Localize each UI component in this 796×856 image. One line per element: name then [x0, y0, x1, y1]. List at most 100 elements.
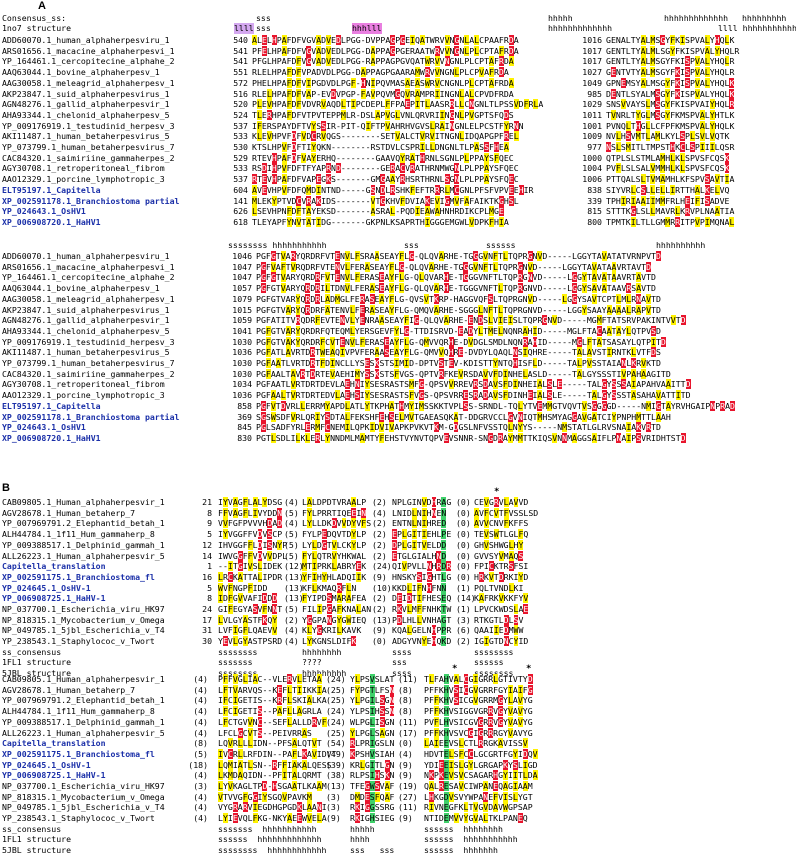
residue-number: 830	[237, 432, 252, 443]
secondary-structure-row: Consensus_ss: sss hhhhh hhhhhhhhhhhhh hhhhhh…	[0, 13, 796, 24]
sequence-name: YP_006908725.1_HaHV-1	[2, 770, 106, 781]
sequence-segment: TVNRLTYGLMSGYFKMSPVALYHTLK	[606, 109, 735, 120]
sequence-name: NP_049785.1_5jbl_Escherichia_v_T4	[2, 802, 165, 813]
gap-length: (24)	[372, 561, 392, 572]
sequence-name: ARS01656.1_macacine_alphaherpesvi_1	[2, 45, 175, 56]
alignment-row: CAC84320.1_saimiriine_gammaherpes_2 529 RT…	[0, 152, 796, 164]
alignment-row: NP_049785.1_5jbl_Escherichia_v_T4 (4) VYGR…	[0, 802, 796, 813]
sequence-name: XP_006908720.1_HaHV1	[2, 216, 101, 227]
sequence-segment: LYIEVQLFKG-NKYAEEWVELA	[218, 813, 327, 824]
gap-length: (11)	[398, 674, 418, 684]
residue-number: 1059	[232, 315, 252, 326]
residue-number: (4)	[193, 695, 208, 706]
sequence-segment: PFFKHVSIGGVGRRVGYVAVYG	[424, 706, 533, 717]
gap-length: (24)	[326, 706, 346, 717]
sequence-segment: VVFGFPVVVHDAD	[218, 518, 283, 529]
ss-annotation: ssssss hhhhhhhhhhhhh	[218, 834, 322, 845]
sequence-segment: PGFATITVRQDRFEVTENVLYENRAASEAYFIG-QLQVAR…	[256, 315, 686, 326]
gap-length: (25)	[326, 695, 346, 706]
sequence-segment: PGFGTVARYQRDRFATENVLFERASEAYFLG-QMQVARHE…	[256, 304, 661, 315]
sequence-segment: TLFAHVALCGIGRRLGTIVTYD	[424, 674, 533, 684]
panel-b-label: B	[2, 482, 10, 494]
gap-length: (3)	[456, 614, 471, 625]
sequence-name: AAQ63044.1_bovine_alphaherpesv_1	[2, 67, 160, 78]
residue-number: 516	[233, 88, 248, 99]
gap-length: (9)	[398, 813, 413, 824]
sequence-name: AGY30708.1_retroperitoneal_fibrom	[2, 379, 165, 390]
sequence-name: CAC84320.1_saimiriine_gammaherpes_2	[2, 368, 175, 379]
sequence-name: NP_818315.1_Mycobacterium_v_Omega	[2, 614, 165, 625]
sequence-segment: HRKVTDRKIYD	[474, 571, 529, 582]
residue-number: 533	[233, 131, 248, 142]
sequence-name: YP_024643.1_OsHV1	[2, 206, 86, 217]
ss-annotation: ssssss	[486, 240, 516, 250]
residue-number: 537	[233, 174, 248, 185]
sequence-segment: LHKGDVSVYWPANEFVISLYGT	[424, 791, 533, 802]
residue-number: 1079	[232, 293, 252, 304]
residue-number: 1036	[232, 347, 252, 358]
sequence-segment: GHVSHWGLHY	[474, 539, 524, 550]
ss-annotation: hhhhhhhh	[302, 646, 342, 657]
sequence-segment: PGFGTVARYQRDRILTDNVLFERASEAYFLG-QLQVARHE…	[256, 283, 656, 294]
ss-annotation: ssssss hhhhhhhhhhh	[424, 834, 518, 845]
residue-number: (4)	[193, 791, 208, 802]
residue-number: 845	[237, 422, 252, 433]
alignment-row: ADD60070.1_human_alphaherpesviru_1 1046 PG…	[0, 251, 796, 262]
sequence-segment: --ITGIVSLIDEK	[218, 561, 283, 572]
sequence-name: NP_037700.1_Escherichia_viru_HK97	[2, 604, 165, 614]
ss-row-label: ss_consensus	[2, 823, 62, 834]
sequence-name: YP_006908725.1_HaHV-1	[2, 593, 106, 604]
secondary-structure-row: ss_consensus sssssss hhhhhhhhhhh hhhhh ssss…	[0, 824, 796, 835]
sequence-name: AKP23847.1_suid_alphaherpesvirus_1	[2, 88, 170, 99]
sequence-segment: NKPKEVSVCSAGARHGYIITLDA	[424, 770, 538, 781]
sequence-segment: SNSVVAYSLMSGYFKISPVAIYHQLR	[606, 99, 735, 110]
ss-annotation: sss	[404, 240, 419, 250]
gap-length: (25)	[326, 727, 346, 738]
alignment-row: XP_002591178.1_Branchiostoma partial 141 M…	[0, 195, 796, 207]
sequence-segment: LAIEEVSLCTLRRGKAVISSV	[424, 738, 528, 749]
alignment-row: AGY30708.1_retroperitoneal_fibrom 533 RSDI…	[0, 163, 796, 174]
sequence-segment: VTVVGFGGIYSGQVPAVKM	[218, 791, 312, 802]
residue-number: 529	[233, 152, 248, 163]
sequence-segment: LNIDLNIHNEN	[392, 507, 447, 518]
sequence-segment: PTTQALSLTVMAMHLKFSPVSAVTIA	[606, 174, 735, 185]
sequence-name: XP_002591175.1_Branchiostoma_fl	[2, 571, 155, 582]
residue-number: 369	[237, 411, 252, 422]
sequence-segment: HDVTELSFCCLGCGRTFGYIDQV	[424, 748, 538, 759]
sequence-segment: PHELHPAFDFVIPGDVDLPGF-HNIPQVMASAEASWRVCN…	[252, 77, 514, 88]
sequence-name: YP_238543.1_Staphylococ_v_Twort	[2, 813, 155, 824]
alignment-row: AGV28678.1_Human_betaherp_7 (4) LFTVARVQS-…	[0, 684, 796, 696]
residue-number: 1	[207, 561, 212, 572]
residue-number: 838	[587, 184, 602, 195]
residue-number: (4)	[193, 813, 208, 824]
sequence-name: YP_238543.1_Staphylococ_v_Twort	[2, 636, 155, 647]
residue-number: 1029	[582, 99, 602, 110]
sequence-segment: QAAIIEDMWW	[474, 625, 524, 636]
gap-length: (0)	[456, 497, 471, 507]
sequence-segment: YFIHYHLADQIIK	[302, 571, 367, 582]
residue-number: (4)	[193, 706, 208, 717]
gap-length: (0)	[372, 636, 387, 647]
alignment-row: CAB09805.1_Human_alphaherpesvir_1 21 IYVAG…	[0, 497, 796, 508]
sequence-name: AGN48276.1_gallid_alphaherpesvir_1	[2, 99, 170, 110]
sequence-segment: AVFCVTFVSSLSD	[474, 507, 539, 518]
gap-length: (10)	[372, 582, 392, 593]
sequence-segment: PLEVHPAFDFVDVRVAQDLTIPCDEPLFFPAEPITLAASR…	[252, 99, 544, 110]
sequence-segment: FYIPDSMARAFEA	[302, 593, 367, 604]
sequence-segment: RTKGTLDLSV	[474, 614, 524, 625]
sequence-segment: KTSLHPVFDFTIYQKN--------RSTDVLCSPRILLDNG…	[252, 142, 509, 152]
residue-number: 339	[587, 195, 602, 206]
residue-number: 520	[233, 99, 248, 110]
gap-length: (1)	[456, 582, 471, 593]
sequence-name: Capitella_translation	[2, 561, 106, 572]
sequence-segment: RLPRIGSLN	[350, 738, 395, 749]
residue-number: (3)	[193, 781, 208, 791]
residue-number: 551	[233, 67, 248, 78]
sequence-name: XP_002591178.1_Branchiostoma partial	[2, 195, 180, 206]
gap-length: (4)	[372, 507, 387, 518]
gap-length: (13)	[284, 593, 304, 604]
ss-annotation: sss	[392, 657, 407, 668]
sequence-segment: YLPGILSGN	[350, 695, 395, 706]
ss-annotation: hhhhhhhhh	[742, 13, 787, 23]
sequence-segment: LKMDAQIDN--PFITALQRMT	[218, 770, 322, 781]
